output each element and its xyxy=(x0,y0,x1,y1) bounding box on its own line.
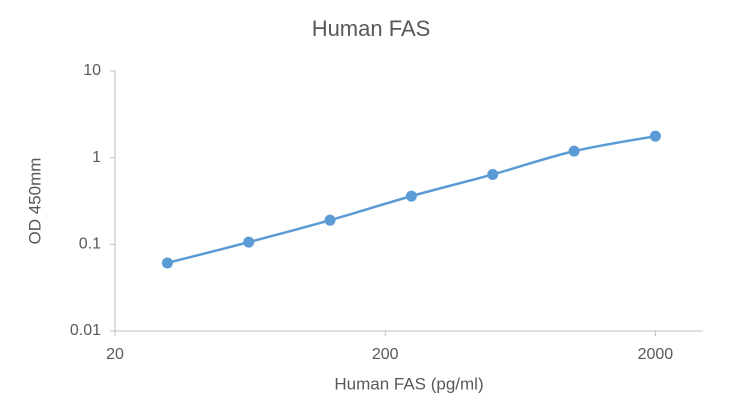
chart-title: Human FAS xyxy=(312,16,431,41)
x-tick-label: 20 xyxy=(106,346,124,363)
y-axis-label: OD 450mm xyxy=(25,158,44,245)
x-tick-label: 2000 xyxy=(638,346,674,363)
y-tick-label: 1 xyxy=(92,149,101,166)
data-point xyxy=(161,257,173,269)
y-tick-label: 10 xyxy=(83,62,101,79)
y-tick-label: 0.1 xyxy=(79,236,101,253)
data-point xyxy=(487,168,499,180)
x-tick-label: 200 xyxy=(372,346,399,363)
data-point xyxy=(243,236,255,248)
data-point xyxy=(568,145,580,157)
x-axis-label: Human FAS (pg/ml) xyxy=(334,374,483,393)
data-point xyxy=(649,130,661,142)
data-point xyxy=(324,214,336,226)
y-tick-label: 0.01 xyxy=(70,322,101,339)
data-point xyxy=(405,190,417,202)
